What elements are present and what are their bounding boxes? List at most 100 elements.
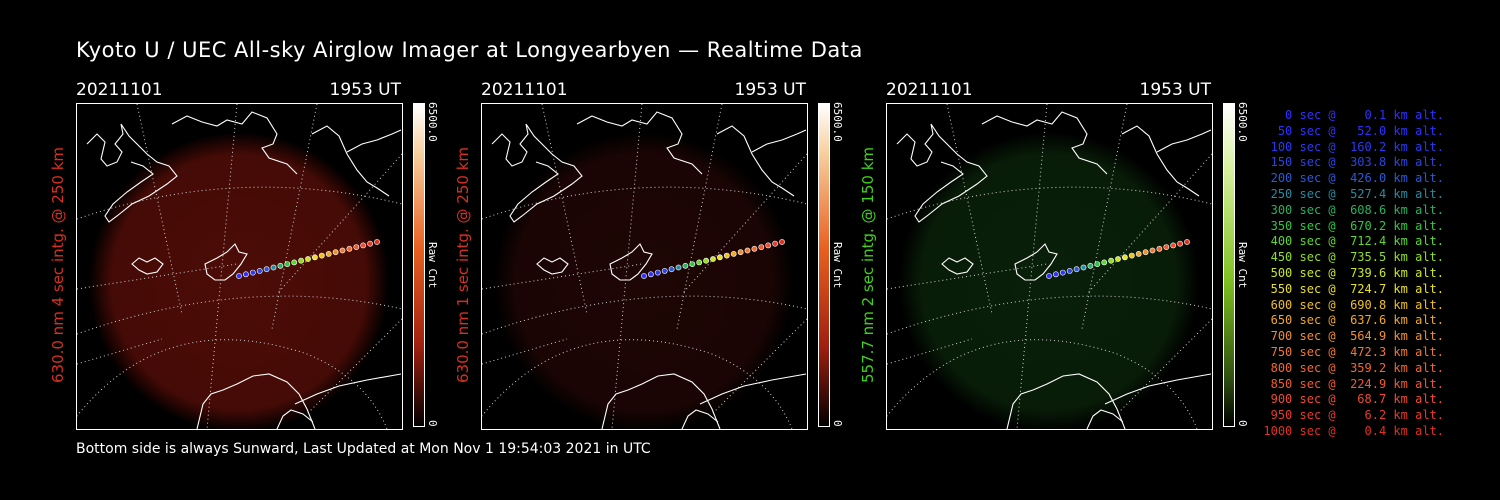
panel-date: 20211101	[481, 80, 568, 100]
rocket-trajectory	[641, 239, 785, 279]
trajectory-point	[1108, 257, 1114, 264]
trajectory-point	[1059, 269, 1066, 276]
trajectory-point	[647, 271, 654, 278]
panel-date: 20211101	[76, 80, 163, 100]
trajectory-point	[730, 250, 737, 257]
airglow-field	[494, 132, 794, 429]
all-sky-image	[76, 103, 403, 430]
trajectory-point	[696, 259, 703, 266]
trajectory-point	[1163, 244, 1170, 250]
coastlines	[86, 111, 402, 429]
trajectory-point	[723, 252, 730, 259]
all-sky-image	[886, 103, 1213, 430]
trajectory-point	[1170, 242, 1177, 249]
trajectory-point	[779, 239, 785, 245]
footer-note: Bottom side is always Sunward, Last Upda…	[76, 441, 651, 457]
colorbar-unit: Raw Cnt	[1236, 242, 1249, 289]
trajectory-point	[353, 244, 360, 250]
trajectory-point	[751, 245, 758, 252]
legend-row: 100 sec @ 160.2 km alt.	[1263, 139, 1444, 154]
trajectory-point	[1177, 240, 1183, 247]
trajectory-point	[668, 266, 675, 273]
legend-row: 600 sec @ 690.8 km alt.	[1263, 297, 1444, 312]
legend-row: 900 sec @ 68.7 km alt.	[1263, 392, 1444, 407]
trajectory-point	[284, 261, 291, 267]
trajectory-point	[242, 271, 249, 278]
trajectory-point	[744, 247, 751, 254]
trajectory-point	[710, 256, 716, 262]
trajectory-point	[277, 262, 284, 269]
legend-row: 700 sec @ 564.9 km alt.	[1263, 329, 1444, 344]
rocket-trajectory	[1046, 239, 1190, 279]
legend-row: 1000 sec @ 0.4 km alt.	[1263, 423, 1444, 438]
airglow-panel-630-1s: 20211101 1953 UT 630.0 nm 1 sec intg. @ 25…	[454, 80, 866, 430]
legend-row: 350 sec @ 670.2 km alt.	[1263, 218, 1444, 233]
trajectory-point	[263, 266, 270, 273]
legend-row: 650 sec @ 637.6 km alt.	[1263, 313, 1444, 328]
trajectory-point	[1156, 245, 1163, 252]
colorbar	[818, 103, 830, 427]
trajectory-point	[1184, 239, 1190, 245]
trajectory-point	[325, 250, 332, 257]
colorbar-unit: Raw Cnt	[426, 242, 439, 289]
trajectory-point	[703, 257, 709, 264]
panel-channel-label: 630.0 nm 4 sec intg. @ 250 km	[49, 146, 67, 384]
airglow-panel-557-2s: 20211101 1953 UT 557.7 nm 2 sec intg. @ 15…	[859, 80, 1271, 430]
page-title: Kyoto U / UEC All-sky Airglow Imager at …	[76, 38, 863, 62]
legend-row: 550 sec @ 724.7 km alt.	[1263, 281, 1444, 296]
legend-row: 950 sec @ 6.2 km alt.	[1263, 408, 1444, 423]
all-sky-map	[77, 104, 402, 429]
panel-channel-label: 630.0 nm 1 sec intg. @ 250 km	[454, 146, 472, 384]
trajectory-point	[1073, 266, 1080, 273]
trajectory-point	[270, 264, 277, 271]
trajectory-point	[249, 269, 256, 276]
colorbar-unit: Raw Cnt	[831, 242, 844, 289]
trajectory-point	[298, 257, 304, 264]
trajectory-point	[318, 252, 325, 259]
trajectory-point	[1149, 247, 1156, 254]
legend-row: 250 sec @ 527.4 km alt.	[1263, 186, 1444, 201]
trajectory-point	[291, 259, 298, 266]
colorbar-max: 6500.0	[831, 102, 844, 142]
trajectory-point	[1135, 250, 1142, 257]
rocket-trajectory	[236, 239, 380, 279]
legend-row: 750 sec @ 472.3 km alt.	[1263, 344, 1444, 359]
colorbar-min: 0	[1236, 420, 1249, 427]
trajectory-point	[765, 242, 772, 249]
trajectory-point	[256, 267, 263, 274]
trajectory-point	[1094, 261, 1101, 267]
trajectory-point	[360, 242, 367, 249]
panel-date: 20211101	[886, 80, 973, 100]
trajectory-point	[1052, 271, 1059, 278]
trajectory-point	[332, 249, 339, 256]
colorbar	[1223, 103, 1235, 427]
trajectory-point	[1121, 254, 1128, 261]
trajectory-point	[661, 267, 668, 274]
lat-lon-grid	[887, 104, 1212, 429]
airglow-field	[899, 132, 1199, 429]
trajectory-point	[1046, 273, 1052, 279]
panel-time: 1953 UT	[1139, 80, 1212, 100]
trajectory-point	[682, 262, 689, 269]
trajectory-point	[1101, 259, 1108, 266]
trajectory-point	[1087, 262, 1094, 269]
colorbar	[413, 103, 425, 427]
trajectory-point	[236, 273, 242, 279]
trajectory-point	[367, 240, 373, 247]
colorbar-min: 0	[831, 420, 844, 427]
legend-row: 450 sec @ 735.5 km alt.	[1263, 250, 1444, 265]
panel-channel-label: 557.7 nm 2 sec intg. @ 150 km	[859, 146, 877, 384]
trajectory-point	[339, 247, 346, 254]
trajectory-point	[737, 249, 744, 256]
trajectory-point	[1142, 249, 1149, 256]
legend-row: 50 sec @ 52.0 km alt.	[1263, 123, 1444, 138]
trajectory-point	[654, 269, 661, 276]
trajectory-point	[305, 256, 311, 262]
trajectory-point	[1080, 264, 1087, 271]
all-sky-image	[481, 103, 808, 430]
coastlines	[896, 111, 1212, 429]
legend-row: 150 sec @ 303.8 km alt.	[1263, 155, 1444, 170]
legend-row: 850 sec @ 224.9 km alt.	[1263, 376, 1444, 391]
trajectory-point	[346, 245, 353, 252]
legend-row: 300 sec @ 608.6 km alt.	[1263, 202, 1444, 217]
